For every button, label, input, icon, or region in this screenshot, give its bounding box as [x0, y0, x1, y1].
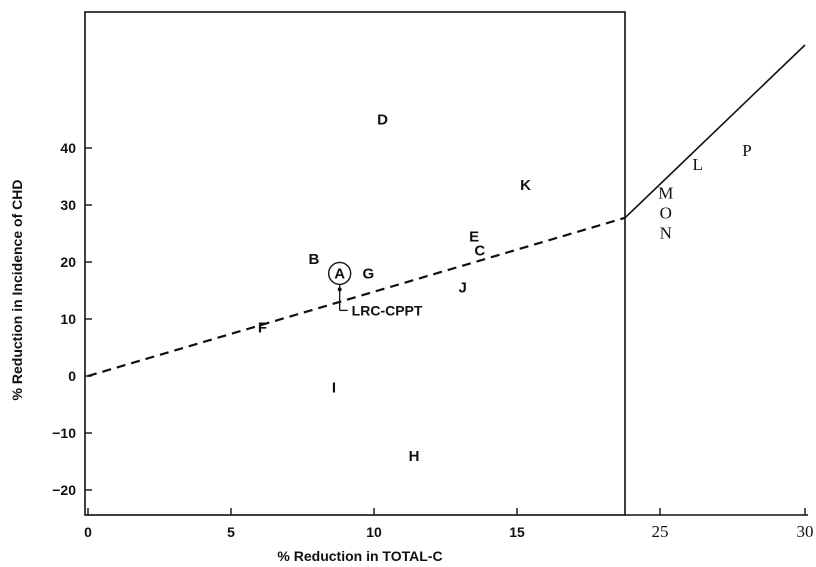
annotation-label: LRC-CPPT: [352, 302, 423, 318]
x-tick-label: 25: [652, 522, 669, 541]
x-tick-label: 10: [366, 524, 382, 540]
data-point-c: C: [474, 243, 485, 260]
data-point-i: I: [332, 379, 336, 396]
data-point-b: B: [309, 251, 320, 268]
data-point-n: N: [660, 224, 672, 243]
annotation-dot: [337, 287, 342, 292]
y-tick-label: 40: [60, 140, 76, 156]
x-tick-label: 0: [84, 524, 92, 540]
data-point-f: F: [258, 320, 267, 337]
data-point-g: G: [362, 265, 374, 282]
y-tick-label: 30: [60, 197, 76, 213]
y-axis-label: % Reduction in Incidence of CHD: [9, 180, 25, 401]
data-point-l: L: [693, 155, 703, 174]
y-tick-label: 20: [60, 254, 76, 270]
x-tick-label: 30: [797, 522, 814, 541]
regression-line-solid: [624, 44, 806, 219]
y-tick-label: 10: [60, 311, 76, 327]
y-tick-label: 0: [68, 368, 76, 384]
y-tick-label: −20: [52, 482, 76, 498]
data-point-p: P: [742, 141, 751, 160]
regression-line-dashed: [87, 216, 626, 378]
data-point-h: H: [409, 448, 420, 465]
y-axis-ticks: −20 −10 0 10 20 30 40: [52, 140, 92, 498]
plot-frame: [84, 11, 626, 516]
x-axis-ticks: 0 5 10 15 25 30: [84, 508, 814, 541]
x-axis-label: % Reduction in TOTAL-C: [277, 548, 442, 564]
data-point-o: O: [660, 204, 672, 223]
data-point-d: D: [377, 112, 388, 129]
data-point-a: A: [334, 265, 345, 282]
data-point-m: M: [658, 184, 673, 203]
data-point-j: J: [458, 280, 466, 297]
x-tick-label: 15: [509, 524, 525, 540]
y-tick-label: −10: [52, 425, 76, 441]
data-point-k: K: [520, 177, 531, 194]
x-tick-label: 5: [227, 524, 235, 540]
data-point-e: E: [469, 228, 479, 245]
data-points: D K EC BA G J F I H MON L P: [258, 112, 752, 465]
